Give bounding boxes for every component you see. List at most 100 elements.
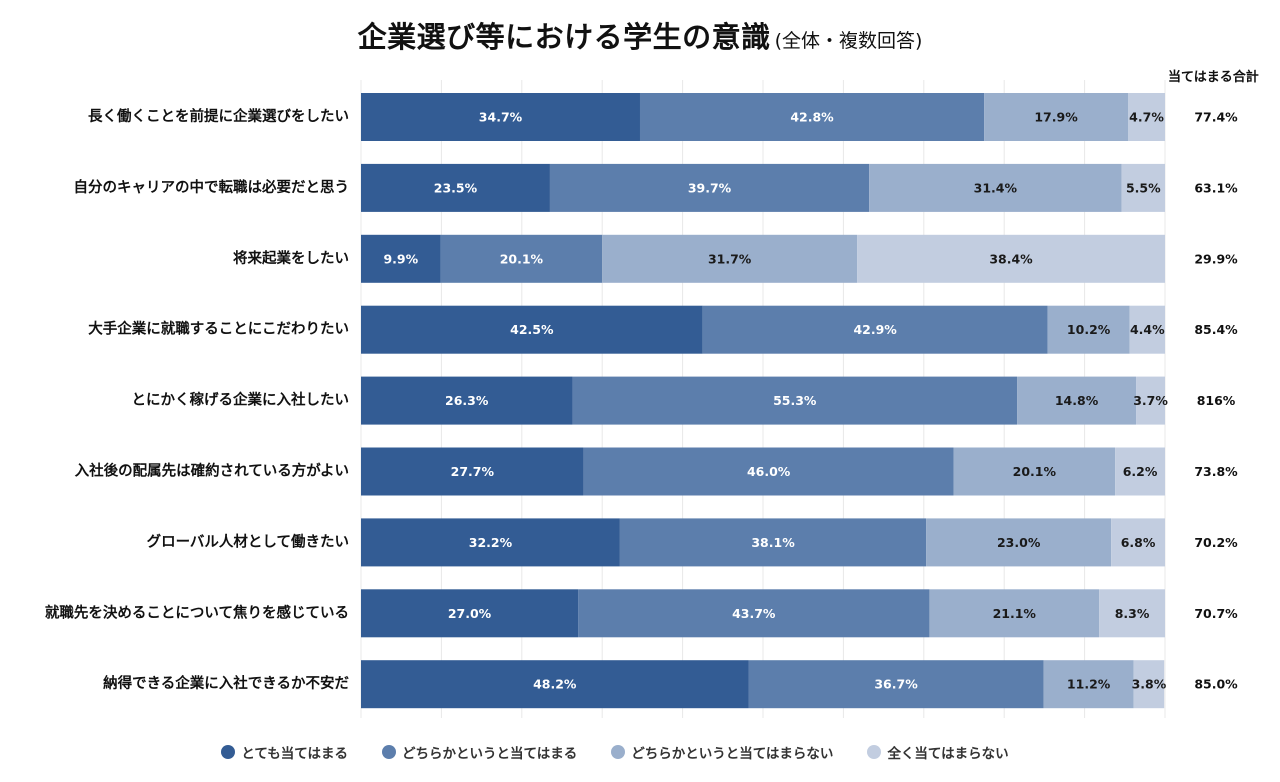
legend-marker [381,745,396,759]
bar-segment [361,660,749,709]
data-label: 42.5% [510,322,554,337]
bar-segment [549,163,870,212]
data-label: 6.8% [1121,535,1156,550]
data-label: 3.8% [1132,677,1167,692]
bar-segment [361,163,550,212]
bar-segment [929,589,1100,638]
data-label: 20.1% [500,251,544,266]
data-label: 32.2% [469,535,513,550]
data-label: 55.3% [773,393,817,408]
bar-segment [572,376,1018,425]
bar-segment [361,376,573,425]
data-label: 38.1% [751,535,795,550]
legend-label: どちらかというと当てはまらない [631,746,834,762]
data-label: 42.8% [790,110,834,125]
bar-segment [361,234,441,283]
total-column-header: 当てはまる合計 [1168,70,1259,85]
total-value: 85.4% [1194,322,1238,337]
data-label: 42.9% [853,322,897,337]
total-value: 29.9% [1194,251,1238,266]
bar-segment [857,234,1165,283]
bar-segment [1129,305,1165,354]
data-label: 26.3% [445,393,489,408]
category-label: 将来起業をしたい [233,249,349,267]
bar-segment [869,163,1122,212]
chart-legend: とても当てはまる どちらかというと当てはまる どちらかというと当てはまらない 全く当て… [0,742,1230,762]
bar-segment [984,93,1129,141]
total-value: 77.4% [1194,110,1238,125]
total-value: 816% [1197,393,1236,408]
data-label: 6.2% [1123,464,1158,479]
bar-segment [578,589,930,638]
bar-segment [1047,305,1130,354]
bar-segment [1111,518,1165,567]
data-label: 46.0% [747,464,791,479]
legend-item: どちらかというと当てはまる [381,742,578,762]
bar-segment [361,518,620,567]
bar-segment [1133,660,1165,709]
bar-segment [361,93,640,141]
bar-segment [361,447,584,496]
data-label: 38.4% [989,251,1033,266]
bar-segment [702,305,1048,354]
bar-segment [1043,660,1134,709]
total-value: 63.1% [1194,180,1238,195]
category-label: 自分のキャリアの中で転職は必要だと思う [74,178,350,196]
bar-segment [1136,376,1165,425]
data-label: 21.1% [993,606,1037,621]
bar-segment [361,589,579,638]
data-label: 23.0% [997,535,1041,550]
bar-segment [1017,376,1137,425]
data-label: 20.1% [1013,464,1057,479]
data-label: 9.9% [383,251,418,266]
category-label: グローバル人材として働きたい [147,532,349,550]
data-label: 4.7% [1129,110,1164,125]
category-label: とにかく稼げる企業に入社したい [132,391,350,409]
bar-segment [953,447,1116,496]
legend-marker [221,745,236,759]
data-label: 27.7% [451,464,495,479]
data-label: 43.7% [732,606,776,621]
category-label: 就職先を決めることについて焦りを感じている [45,603,349,621]
data-label: 31.4% [974,180,1018,195]
data-label: 8.3% [1115,606,1150,621]
data-label: 4.4% [1130,322,1165,337]
data-label: 31.7% [708,251,752,266]
data-label: 5.5% [1126,180,1161,195]
legend-marker [867,745,882,759]
category-label: 大手企業に就職することにこだわりたい [88,320,349,338]
data-label: 3.7% [1133,393,1168,408]
total-value: 85.0% [1194,677,1238,692]
bar-segment [1115,447,1165,496]
chart-title-main: 企業選び等における学生の意識 [357,20,771,54]
bar-segment [361,305,703,354]
bar-segment [583,447,954,496]
bar-segment [1099,589,1165,638]
total-value: 73.8% [1194,464,1238,479]
chart-title-sub: (全体・複数回答) [774,30,923,52]
category-label: 納得できる企業に入社できるか不安だ [103,674,349,692]
legend-item: どちらかというと当てはまらない [611,742,833,762]
legend-item: とても当てはまる [221,742,348,762]
bar-segment [602,234,858,283]
data-label: 36.7% [874,677,918,692]
data-label: 11.2% [1067,677,1111,692]
category-label: 長く働くことを前提に企業選びをしたい [88,107,349,125]
bar-segment [639,93,985,141]
data-label: 14.8% [1055,393,1099,408]
bar-segment [748,660,1044,709]
total-value: 70.2% [1194,535,1238,550]
data-label: 27.0% [448,606,492,621]
bar-segment [926,518,1112,567]
legend-marker [611,745,626,759]
total-value: 70.7% [1194,606,1238,621]
bar-segment [619,518,927,567]
legend-label: 全く当てはまらない [887,746,1009,762]
data-label: 23.5% [434,180,478,195]
data-label: 48.2% [533,677,577,692]
category-label: 入社後の配属先は確約されている方がよい [75,462,349,480]
data-label: 17.9% [1034,110,1078,125]
legend-label: とても当てはまる [241,746,348,762]
legend-label: どちらかというと当てはまる [401,746,578,762]
